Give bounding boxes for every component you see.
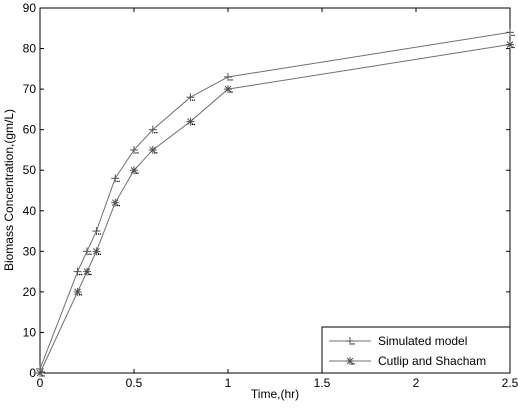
y-tick-label-6: 60: [23, 123, 37, 137]
series-0-point-1: [73, 267, 83, 276]
y-tick-label-5: 50: [23, 163, 37, 177]
series-1-point-2: [83, 267, 92, 276]
series-1-point-0: [36, 369, 45, 377]
y-tick-label-1: 10: [23, 325, 37, 339]
series-layer: [36, 28, 515, 377]
x-tick-label-0: 0: [37, 376, 44, 390]
legend-marker-glyph-1: [346, 357, 355, 365]
x-axis-ticks: 0 0.5 1 1.5 2 2.5: [37, 8, 518, 390]
legend-marker-simulated: [346, 337, 355, 345]
y-tick-label-7: 70: [23, 82, 37, 96]
series-0-point-6: [148, 125, 158, 134]
series-line-0: [39, 31, 511, 370]
y-axis-label: Biomass Concentration,(gm/L): [2, 109, 16, 271]
legend: Simulated model Cutlip and Shacham: [321, 326, 511, 374]
x-tick-label-5: 2.5: [502, 376, 518, 390]
series-1-point-8: [224, 85, 233, 94]
x-tick-label-1: 0.5: [126, 376, 143, 390]
series-1-point-5: [130, 166, 139, 175]
series-1-point-3: [92, 247, 102, 256]
y-tick-label-4: 40: [23, 204, 37, 218]
series-1-point-4: [111, 198, 120, 207]
plot-area: [39, 7, 511, 374]
y-tick-label-3: 30: [23, 244, 37, 258]
series-1-point-6: [148, 145, 158, 154]
series-1-point-9: [506, 40, 515, 49]
series-1-point-7: [186, 117, 196, 126]
series-0-point-3: [92, 227, 102, 236]
x-axis-label: Time,(hr): [251, 387, 299, 401]
series-0-point-2: [83, 247, 92, 256]
y-tick-label-2: 20: [23, 285, 37, 299]
series-0-point-8: [224, 72, 233, 81]
series-1-point-1: [73, 287, 83, 296]
legend-marker-glyph-0: [346, 337, 355, 345]
series-0-point-7: [186, 93, 196, 102]
x-tick-label-4: 2: [413, 376, 420, 390]
series-0-point-4: [111, 174, 120, 183]
series-line-1: [39, 44, 511, 374]
series-0-point-5: [130, 145, 139, 154]
legend-box: [321, 326, 511, 374]
x-tick-label-2: 1: [225, 376, 232, 390]
series-0-point-9: [506, 28, 515, 37]
y-tick-label-9: 90: [23, 1, 37, 15]
legend-label-simulated: Simulated model: [378, 334, 467, 348]
y-tick-label-0: 0: [29, 366, 36, 380]
x-tick-label-3: 1.5: [314, 376, 331, 390]
legend-marker-cutlip: [346, 357, 355, 365]
legend-label-cutlip: Cutlip and Shacham: [378, 354, 486, 368]
y-tick-label-8: 80: [23, 42, 37, 56]
